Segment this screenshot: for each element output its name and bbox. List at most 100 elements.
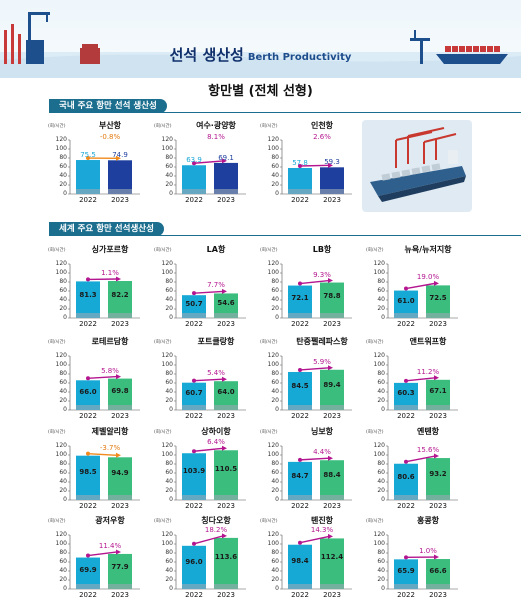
y-tick-label: 60 bbox=[165, 287, 173, 294]
x-tick-label-2023: 2023 bbox=[429, 591, 447, 599]
y-tick-label: 20 bbox=[59, 576, 67, 583]
plot-area bbox=[174, 139, 246, 195]
y-tick-label: 60 bbox=[59, 558, 67, 565]
y-tick-label: 40 bbox=[271, 172, 279, 179]
value-label-2023: 82.2 bbox=[111, 290, 129, 299]
y-tick-label: 60 bbox=[165, 558, 173, 565]
trend-marker-2022 bbox=[192, 161, 196, 166]
bar-base-decoration bbox=[108, 495, 132, 500]
trend-arrow-2023 bbox=[222, 288, 227, 294]
y-tick-label: 40 bbox=[59, 172, 67, 179]
trend-arrow-2023 bbox=[116, 549, 121, 555]
y-tick-label: 60 bbox=[377, 469, 385, 476]
bar-base-decoration bbox=[320, 584, 344, 589]
y-tick-label: 60 bbox=[59, 379, 67, 386]
trend-marker-2022 bbox=[298, 540, 302, 545]
y-tick-label: 40 bbox=[165, 567, 173, 574]
y-tick-label: 60 bbox=[377, 379, 385, 386]
trend-line bbox=[299, 164, 330, 167]
y-tick-label: 20 bbox=[377, 487, 385, 494]
y-tick-label: 40 bbox=[377, 296, 385, 303]
plot-area bbox=[68, 534, 140, 590]
trend-arrow-2023 bbox=[434, 375, 439, 381]
y-tick-label: 120 bbox=[161, 352, 173, 359]
x-tick-label-2022: 2022 bbox=[185, 502, 203, 510]
bar-2023 bbox=[214, 162, 238, 194]
y-axis-unit: (회/시간) bbox=[48, 519, 66, 524]
y-tick-label: 0 bbox=[381, 406, 385, 413]
x-tick-label-2022: 2022 bbox=[397, 502, 415, 510]
y-tick-label: 100 bbox=[55, 361, 67, 368]
y-tick-label: 120 bbox=[161, 260, 173, 267]
x-tick-label-2022: 2022 bbox=[79, 502, 97, 510]
bar-base-decoration bbox=[76, 313, 100, 318]
value-label-2022: 81.3 bbox=[79, 291, 97, 300]
y-tick-label: 20 bbox=[59, 487, 67, 494]
y-tick-label: 100 bbox=[55, 145, 67, 152]
y-tick-label: 0 bbox=[381, 314, 385, 321]
trend-marker-2022 bbox=[86, 156, 90, 161]
x-tick-label-2022: 2022 bbox=[79, 196, 97, 204]
y-tick-label: 60 bbox=[165, 379, 173, 386]
domestic-section-header: 국내 주요 항만 선석 생산성 bbox=[49, 99, 167, 113]
y-tick-label: 80 bbox=[271, 549, 279, 556]
bar-base-decoration bbox=[214, 584, 238, 589]
x-tick-label-2023: 2023 bbox=[111, 502, 129, 510]
y-tick-label: 80 bbox=[59, 549, 67, 556]
x-tick-label-2023: 2023 bbox=[429, 412, 447, 420]
y-tick-label: 80 bbox=[165, 370, 173, 377]
trend-line bbox=[87, 452, 118, 456]
bar-base-decoration bbox=[214, 189, 238, 194]
y-axis-unit: (회/시간) bbox=[154, 430, 172, 435]
value-label-2023: 74.9 bbox=[112, 151, 128, 160]
bar-2023 bbox=[214, 537, 238, 589]
value-label-2022: 65.9 bbox=[397, 566, 415, 575]
bar-base-decoration bbox=[182, 584, 206, 589]
y-axis-unit: (회/시간) bbox=[48, 124, 66, 129]
growth-rate-label: 6.4% bbox=[207, 438, 225, 447]
x-tick-label-2022: 2022 bbox=[185, 196, 203, 204]
bar-base-decoration bbox=[108, 405, 132, 410]
chart-title: 로테르담항 bbox=[91, 337, 129, 346]
bar-2023 bbox=[214, 450, 238, 500]
trend-arrow-2023 bbox=[222, 445, 227, 451]
x-tick-label-2022: 2022 bbox=[79, 320, 97, 328]
y-tick-label: 0 bbox=[381, 585, 385, 592]
y-tick-label: 40 bbox=[59, 296, 67, 303]
trend-marker-2022 bbox=[192, 378, 196, 383]
y-tick-label: 120 bbox=[161, 136, 173, 143]
world-chart-15: (회/시간) 홍콩항 0 20 40 60 80 100 120 65.9 2022 66.6 2023… bbox=[366, 515, 470, 600]
y-tick-label: 120 bbox=[373, 531, 385, 538]
chart-title: 포트클랑항 bbox=[197, 337, 235, 346]
chart-title: 탄중펠레파스항 bbox=[296, 337, 348, 346]
y-tick-label: 100 bbox=[373, 269, 385, 276]
y-tick-label: 20 bbox=[165, 397, 173, 404]
y-axis-unit: (회/시간) bbox=[366, 340, 384, 345]
y-tick-label: 100 bbox=[373, 540, 385, 547]
value-label-2023: 67.1 bbox=[429, 387, 447, 396]
trend-marker-2022 bbox=[404, 459, 408, 464]
x-tick-label-2023: 2023 bbox=[429, 502, 447, 510]
y-tick-label: 0 bbox=[63, 314, 67, 321]
trend-arrow-2023 bbox=[116, 276, 121, 282]
y-tick-label: 100 bbox=[267, 145, 279, 152]
bar-2022 bbox=[394, 463, 418, 500]
x-tick-label-2023: 2023 bbox=[217, 320, 235, 328]
bar-base-decoration bbox=[320, 189, 344, 194]
x-tick-label-2022: 2022 bbox=[397, 320, 415, 328]
bar-base-decoration bbox=[288, 313, 312, 318]
y-tick-label: 0 bbox=[169, 314, 173, 321]
y-tick-label: 20 bbox=[271, 576, 279, 583]
world-chart-3: (회/시간) 뉴욕/뉴저지항 0 20 40 60 80 100 120 61.0 2022 72.5… bbox=[366, 244, 470, 334]
bar-base-decoration bbox=[182, 189, 206, 194]
bar-base-decoration bbox=[426, 405, 450, 410]
bar-2023 bbox=[108, 160, 132, 194]
trend-line bbox=[193, 160, 224, 164]
growth-rate-label: 5.8% bbox=[101, 366, 119, 375]
world-chart-11: (회/시간) 옌톈항 0 20 40 60 80 100 120 80.6 2022 93.2 2023… bbox=[366, 426, 470, 516]
bar-2023 bbox=[108, 457, 132, 500]
trend-marker-2022 bbox=[192, 291, 196, 296]
y-tick-label: 100 bbox=[161, 540, 173, 547]
chart-title: 앤트워프항 bbox=[409, 337, 447, 346]
y-tick-label: 80 bbox=[377, 549, 385, 556]
